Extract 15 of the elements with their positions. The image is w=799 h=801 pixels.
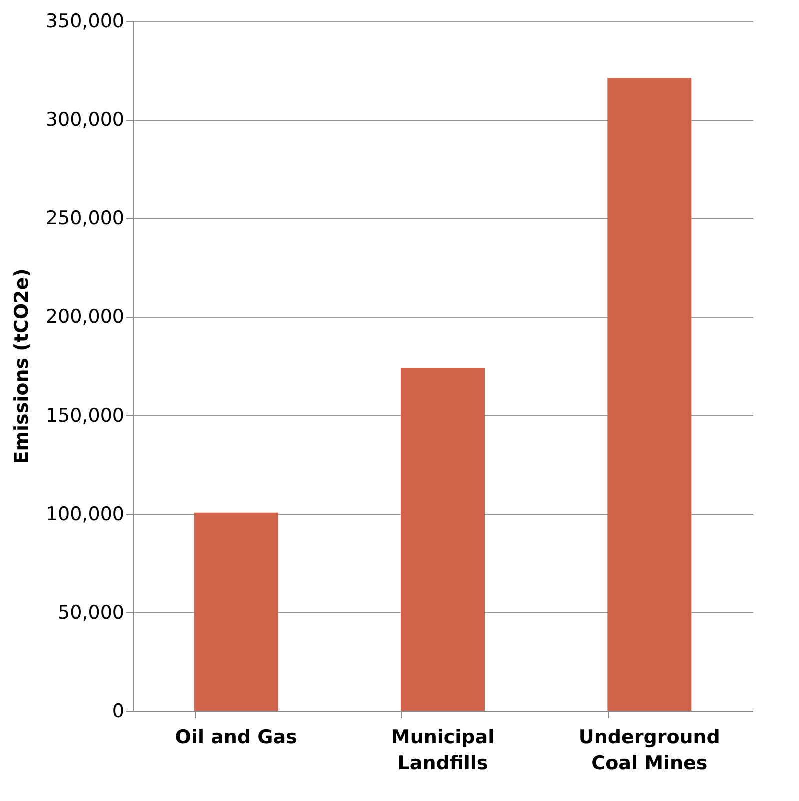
y-tick-label: 200,000 xyxy=(46,306,124,328)
y-axis-title: Emissions (tCO2e) xyxy=(10,268,33,464)
x-tick-label: Municipal Landfills xyxy=(391,726,495,774)
x-tick-label: Underground Coal Mines xyxy=(578,726,720,774)
y-tick-label: 250,000 xyxy=(46,208,124,230)
bar xyxy=(608,78,692,711)
y-tick-label: 300,000 xyxy=(46,109,124,132)
x-tick-label: Oil and Gas xyxy=(175,726,298,748)
y-tick-label: 150,000 xyxy=(46,404,124,427)
y-tick-label: 100,000 xyxy=(46,503,124,526)
y-tick-label: 350,000 xyxy=(46,10,124,32)
y-tick-label: 50,000 xyxy=(58,602,124,624)
bar xyxy=(194,512,278,711)
y-tick-label: 0 xyxy=(112,700,124,722)
bar xyxy=(401,368,485,711)
